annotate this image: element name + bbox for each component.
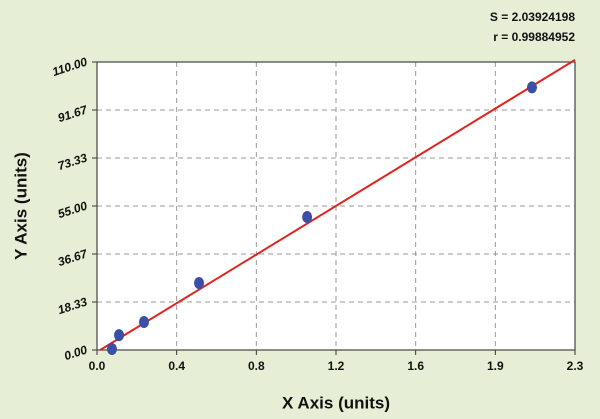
x-tick-label: 1.6 bbox=[407, 359, 424, 373]
stat-r: r = 0.99884952 bbox=[493, 30, 575, 44]
x-tick-label: 1.2 bbox=[328, 359, 345, 373]
data-point bbox=[526, 81, 537, 94]
data-point bbox=[138, 315, 149, 328]
x-tick-label: 2.3 bbox=[567, 359, 584, 373]
data-point bbox=[114, 329, 125, 342]
plot-frame bbox=[96, 61, 576, 351]
data-point bbox=[194, 276, 205, 289]
x-axis-label: X Axis (units) bbox=[282, 393, 390, 412]
y-tick-label: 0.00 bbox=[62, 342, 89, 363]
y-axis-label: Y Axis (units) bbox=[11, 152, 30, 260]
x-tick-label: 1.9 bbox=[487, 359, 504, 373]
data-point bbox=[106, 342, 117, 355]
fit-line bbox=[99, 59, 576, 351]
data-point bbox=[302, 210, 313, 223]
x-tick-label: 0.0 bbox=[89, 359, 106, 373]
x-tick-label: 0.4 bbox=[168, 359, 185, 373]
x-tick-label: 0.8 bbox=[248, 359, 265, 373]
stat-s: S = 2.03924198 bbox=[490, 10, 575, 24]
